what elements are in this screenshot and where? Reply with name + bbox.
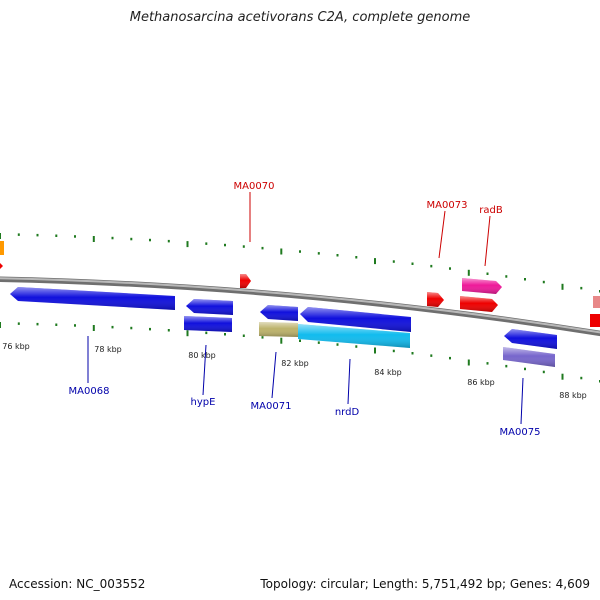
gene-hype[interactable]	[184, 299, 233, 332]
edge-gene-red-left[interactable]	[0, 263, 3, 269]
gene-ma0075[interactable]	[503, 329, 557, 367]
genome-backbone-highlight	[0, 277, 600, 334]
gene-label-ma0071[interactable]: MA0071	[251, 401, 292, 412]
edge-gene-orange[interactable]	[0, 241, 4, 255]
gene-label-radb[interactable]: radB	[479, 205, 503, 216]
scale-label-82kbp: 82 kbp	[281, 359, 309, 368]
gene-ma0071[interactable]	[259, 305, 298, 337]
scale-label-88kbp: 88 kbp	[559, 391, 587, 400]
scale-label-84kbp: 84 kbp	[374, 368, 402, 377]
gene-nrdd[interactable]	[298, 307, 411, 348]
gene-label-ma0070[interactable]: MA0070	[234, 181, 275, 192]
outer-tick-ring	[0, 233, 600, 293]
genome-summary-text: Topology: circular; Length: 5,751,492 bp…	[260, 577, 590, 591]
gene-label-hype[interactable]: hypE	[191, 397, 216, 408]
gene-ma0068[interactable]	[10, 287, 175, 310]
scale-label-78kbp: 78 kbp	[94, 345, 122, 354]
gene-label-ma0068[interactable]: MA0068	[69, 386, 110, 397]
gene-radb[interactable]	[460, 278, 502, 312]
callout-radb	[484, 215, 491, 267]
genome-backbone	[0, 276, 600, 337]
gene-label-ma0075[interactable]: MA0075	[500, 427, 541, 438]
gene-label-ma0073[interactable]: MA0073	[427, 200, 468, 211]
inner-tick-ring	[0, 322, 600, 383]
scale-label-86kbp: 86 kbp	[467, 378, 495, 387]
callout-hype	[202, 344, 207, 396]
gene-ma0073[interactable]	[427, 292, 444, 307]
gene-ma0070[interactable]	[240, 274, 251, 288]
callout-ma0071	[271, 351, 277, 399]
scale-label-76kbp: 76 kbp	[2, 342, 30, 351]
callout-ma0073	[438, 210, 446, 259]
accession-text: Accession: NC_003552	[9, 577, 146, 591]
scale-label-80kbp: 80 kbp	[188, 351, 216, 360]
edge-gene-red-right[interactable]	[590, 314, 600, 327]
callout-ma0075	[520, 377, 524, 425]
gene-label-nrdd[interactable]: nrdD	[335, 407, 360, 418]
map-title: Methanosarcina acetivorans C2A, complete…	[129, 10, 471, 25]
callout-nrdd	[347, 358, 351, 405]
edge-gene-salmon[interactable]	[593, 296, 600, 308]
